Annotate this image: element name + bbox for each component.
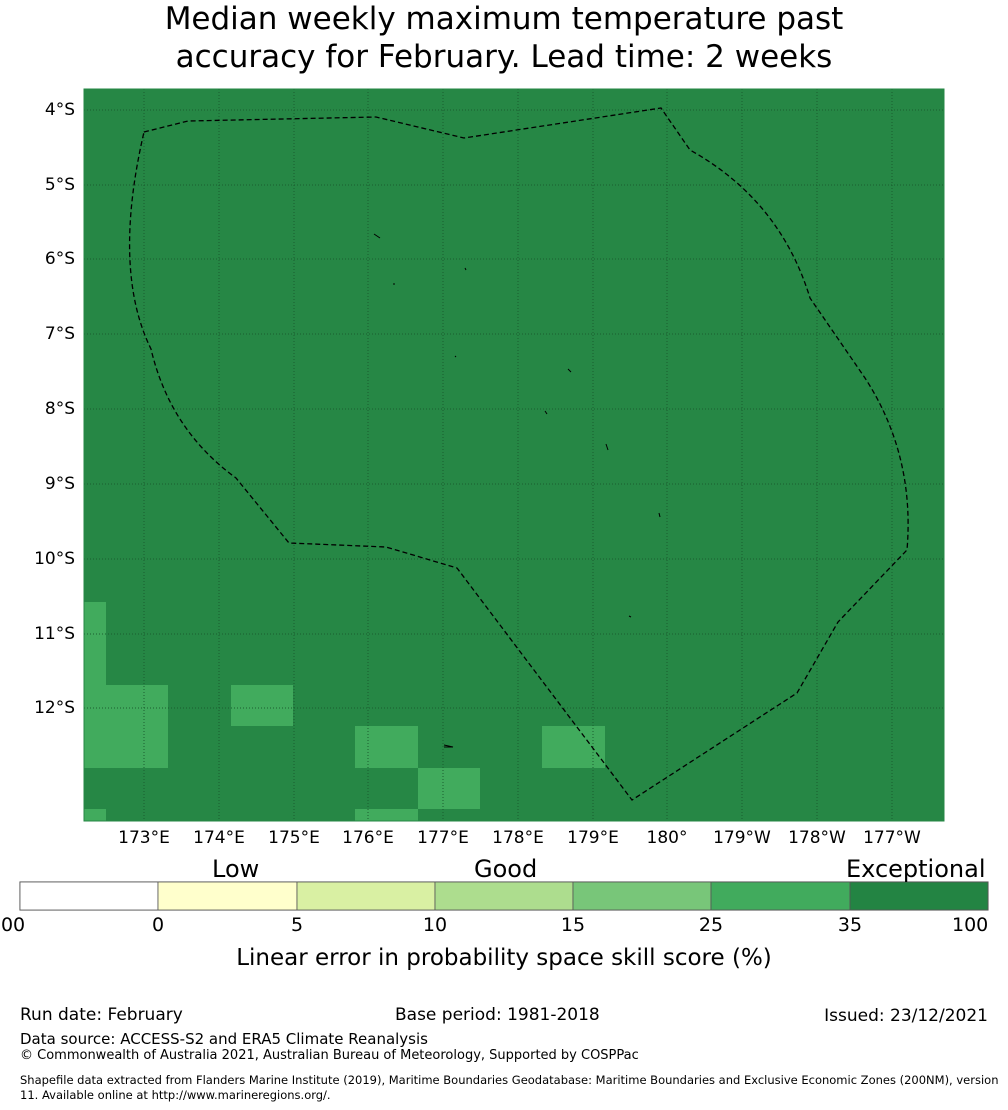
island (373, 233, 381, 239)
colorbar-tick: 5 (290, 914, 304, 936)
gridlines-group (84, 89, 944, 821)
island (658, 512, 661, 518)
colorbar-tick: 10 (422, 914, 448, 936)
legend-category-exceptional: Exceptional (846, 855, 986, 883)
title-line-1: Median weekly maximum temperature past (164, 1, 844, 37)
legend-category-low: Low (212, 855, 260, 883)
light-cell (84, 602, 106, 685)
issued-date: Issued: 23/12/2021 (824, 1006, 988, 1026)
colorbar-tick: 25 (698, 914, 724, 936)
colorbar-segment (434, 881, 574, 911)
light-cell (418, 768, 480, 809)
chart-title: Median weekly maximum temperature past a… (0, 0, 1008, 76)
lon-label: 177°W (863, 828, 921, 848)
colorbar-segment (710, 881, 851, 911)
lat-label: 9°S (44, 474, 75, 494)
eez-boundary (128, 107, 909, 801)
colorbar-segment (849, 881, 989, 911)
island (464, 267, 467, 271)
light-cell (84, 809, 106, 821)
lat-label: 6°S (44, 249, 75, 269)
lon-label: 173°E (118, 828, 170, 848)
map-background (84, 89, 944, 821)
lon-label: 180° (646, 828, 688, 848)
island (628, 615, 632, 618)
island (567, 368, 572, 373)
base-period: Base period: 1981-2018 (395, 1005, 600, 1025)
light-cells-group (84, 602, 605, 821)
run-date: Run date: February (20, 1005, 183, 1025)
island (544, 410, 548, 415)
island (443, 744, 454, 748)
lon-label: 178°E (492, 828, 544, 848)
lat-label: 12°S (34, 698, 75, 718)
light-cell (542, 726, 605, 768)
light-cell (231, 685, 293, 726)
shapefile-credit: Shapefile data extracted from Flanders M… (20, 1073, 999, 1102)
colorbar-tick: 35 (837, 914, 863, 936)
lon-label: 177°E (417, 828, 469, 848)
colorbar-segment (157, 881, 298, 911)
lon-label: 178°W (788, 828, 846, 848)
colorbar-segment (296, 881, 436, 911)
island (605, 443, 609, 451)
island (454, 355, 457, 358)
colorbar-tick: -100 (0, 914, 26, 936)
legend-category-good: Good (474, 855, 538, 883)
colorbar-tick: 0 (151, 914, 165, 936)
lat-label: 10°S (34, 549, 75, 569)
colorbar-tick: 15 (560, 914, 586, 936)
lon-label: 179°E (567, 828, 619, 848)
lat-label: 7°S (44, 324, 75, 344)
colorbar-title: Linear error in probability space skill … (236, 945, 772, 971)
light-cell (84, 685, 168, 768)
lon-label: 179°W (713, 828, 771, 848)
lon-label: 175°E (268, 828, 320, 848)
colorbar-tick: 100 (952, 914, 989, 936)
light-cell (355, 726, 418, 768)
colorbar-segment (572, 881, 712, 911)
islands-group (373, 233, 661, 748)
light-cell (355, 809, 418, 821)
colorbar (19, 881, 989, 911)
map-frame (83, 88, 945, 822)
lon-label: 174°E (193, 828, 245, 848)
title-line-2: accuracy for February. Lead time: 2 week… (175, 39, 833, 75)
lat-label: 5°S (44, 175, 75, 195)
lat-label: 8°S (44, 399, 75, 419)
copyright: © Commonwealth of Australia 2021, Austra… (20, 1048, 639, 1063)
lat-label: 11°S (34, 624, 75, 644)
colorbar-segment (19, 881, 159, 911)
lon-label: 176°E (342, 828, 394, 848)
lat-label: 4°S (44, 100, 75, 120)
data-source: Data source: ACCESS-S2 and ERA5 Climate … (20, 1030, 428, 1048)
